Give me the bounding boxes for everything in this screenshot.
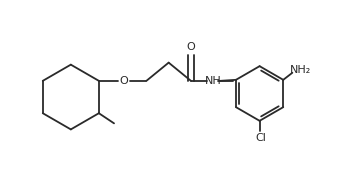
Text: O: O [186, 42, 195, 52]
Text: O: O [120, 76, 128, 86]
Text: Cl: Cl [255, 133, 266, 143]
Text: NH₂: NH₂ [290, 65, 311, 75]
Text: NH: NH [205, 76, 221, 86]
